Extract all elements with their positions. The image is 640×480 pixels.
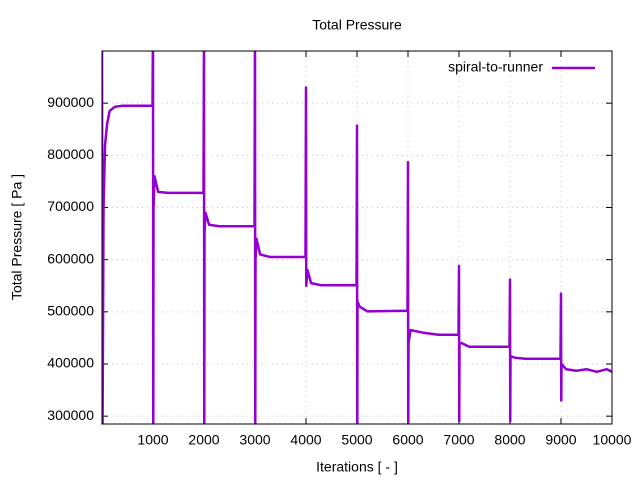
x-axis-label: Iterations [ - ] xyxy=(316,459,398,475)
x-tick-label: 6000 xyxy=(392,432,423,448)
chart-title: Total Pressure xyxy=(312,17,402,33)
y-axis-label: Total Pressure [ Pa ] xyxy=(9,174,25,300)
tick-labels: 300000 400000 500000 600000 700000 800000 9000… xyxy=(47,94,631,448)
y-tick-label: 900000 xyxy=(47,94,94,110)
data-line xyxy=(102,51,612,424)
x-tick-label: 8000 xyxy=(494,432,525,448)
x-tick-label: 7000 xyxy=(443,432,474,448)
x-tick-label: 5000 xyxy=(341,432,372,448)
x-tick-label: 3000 xyxy=(239,432,270,448)
y-tick-label: 700000 xyxy=(47,198,94,214)
y-tick-label: 600000 xyxy=(47,250,94,266)
plot-area xyxy=(102,51,612,424)
y-tick-label: 800000 xyxy=(47,146,94,162)
legend-label: spiral-to-runner xyxy=(448,59,543,75)
x-tick-label: 10000 xyxy=(593,432,632,448)
plot-border xyxy=(101,50,613,425)
x-tick-label: 9000 xyxy=(545,432,576,448)
y-tick-label: 300000 xyxy=(47,407,94,423)
legend: spiral-to-runner xyxy=(448,59,595,75)
x-tick-label: 2000 xyxy=(188,432,219,448)
y-tick-label: 500000 xyxy=(47,303,94,319)
y-tick-label: 400000 xyxy=(47,355,94,371)
x-tick-label: 4000 xyxy=(290,432,321,448)
x-tick-label: 1000 xyxy=(137,432,168,448)
